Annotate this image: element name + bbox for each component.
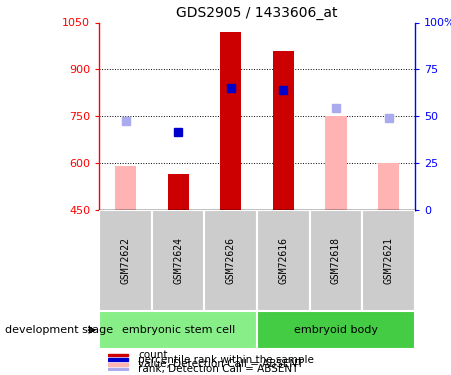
Bar xyxy=(273,51,294,210)
Text: development stage: development stage xyxy=(5,325,113,335)
Text: GSM72621: GSM72621 xyxy=(384,237,394,284)
Title: GDS2905 / 1433606_at: GDS2905 / 1433606_at xyxy=(176,6,338,20)
Text: GSM72622: GSM72622 xyxy=(120,237,130,284)
Bar xyxy=(362,210,415,311)
Text: GSM72616: GSM72616 xyxy=(278,237,288,284)
Bar xyxy=(108,363,128,366)
Bar xyxy=(310,210,362,311)
Text: embryoid body: embryoid body xyxy=(294,325,378,335)
Bar xyxy=(108,354,128,356)
Bar xyxy=(257,210,310,311)
Bar xyxy=(99,210,152,311)
Text: percentile rank within the sample: percentile rank within the sample xyxy=(138,354,314,364)
Bar xyxy=(152,210,204,311)
Text: GSM72624: GSM72624 xyxy=(173,237,183,284)
Bar xyxy=(99,311,257,349)
Bar xyxy=(204,210,257,311)
Bar xyxy=(257,311,415,349)
Bar xyxy=(115,166,136,210)
Text: GSM72618: GSM72618 xyxy=(331,237,341,284)
Text: embryonic stem cell: embryonic stem cell xyxy=(121,325,235,335)
Bar xyxy=(108,358,128,361)
Bar xyxy=(378,163,399,210)
Text: rank, Detection Call = ABSENT: rank, Detection Call = ABSENT xyxy=(138,364,299,374)
Text: GSM72626: GSM72626 xyxy=(226,237,236,284)
Bar xyxy=(326,116,346,210)
Bar xyxy=(168,174,189,210)
Text: value, Detection Call = ABSENT: value, Detection Call = ABSENT xyxy=(138,359,304,369)
Text: count: count xyxy=(138,350,168,360)
Bar xyxy=(220,32,241,210)
Bar xyxy=(108,368,128,370)
